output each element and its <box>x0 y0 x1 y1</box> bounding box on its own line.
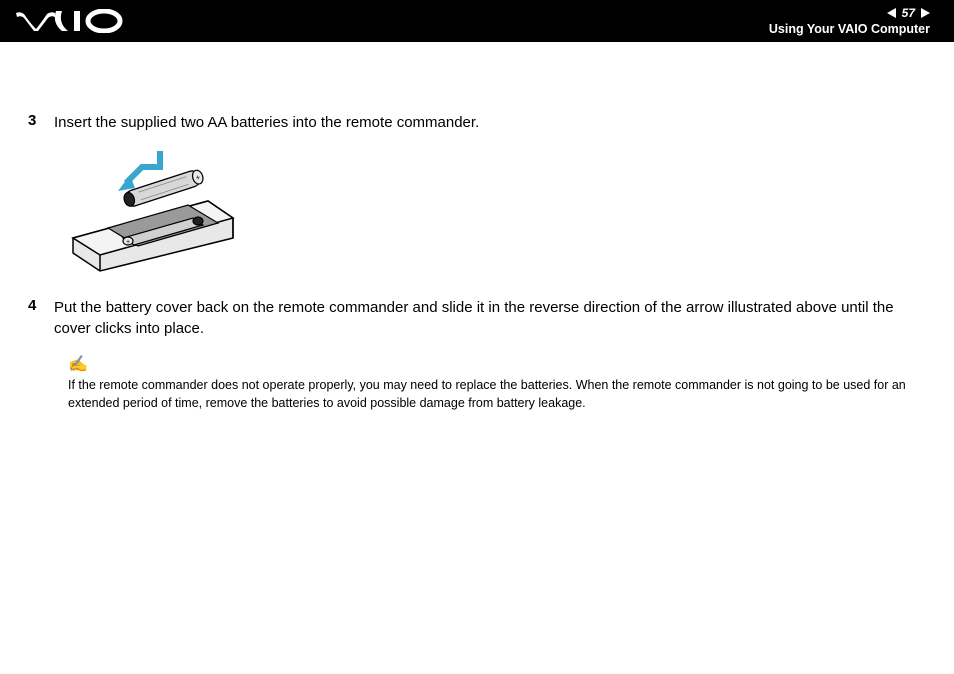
step-number: 4 <box>28 297 40 339</box>
page-number: 57 <box>902 6 915 20</box>
battery-illustration: + + <box>68 143 278 283</box>
page-nav: 57 <box>887 6 930 20</box>
page-content: 3 Insert the supplied two AA batteries i… <box>0 42 954 412</box>
step-4: 4 Put the battery cover back on the remo… <box>28 297 926 339</box>
header-right-block: 57 Using Your VAIO Computer <box>769 6 930 36</box>
section-title: Using Your VAIO Computer <box>769 22 930 36</box>
step-text: Insert the supplied two AA batteries int… <box>54 112 479 133</box>
note-block: ✍ If the remote commander does not opera… <box>68 357 926 412</box>
prev-page-arrow[interactable] <box>887 8 896 18</box>
svg-text:+: + <box>126 239 130 246</box>
note-text: If the remote commander does not operate… <box>68 377 926 412</box>
page-header: 57 Using Your VAIO Computer <box>0 0 954 42</box>
step-number: 3 <box>28 112 40 133</box>
note-icon: ✍ <box>68 357 926 373</box>
step-3: 3 Insert the supplied two AA batteries i… <box>28 112 926 133</box>
vaio-logo <box>14 9 134 33</box>
step-text: Put the battery cover back on the remote… <box>54 297 926 339</box>
next-page-arrow[interactable] <box>921 8 930 18</box>
